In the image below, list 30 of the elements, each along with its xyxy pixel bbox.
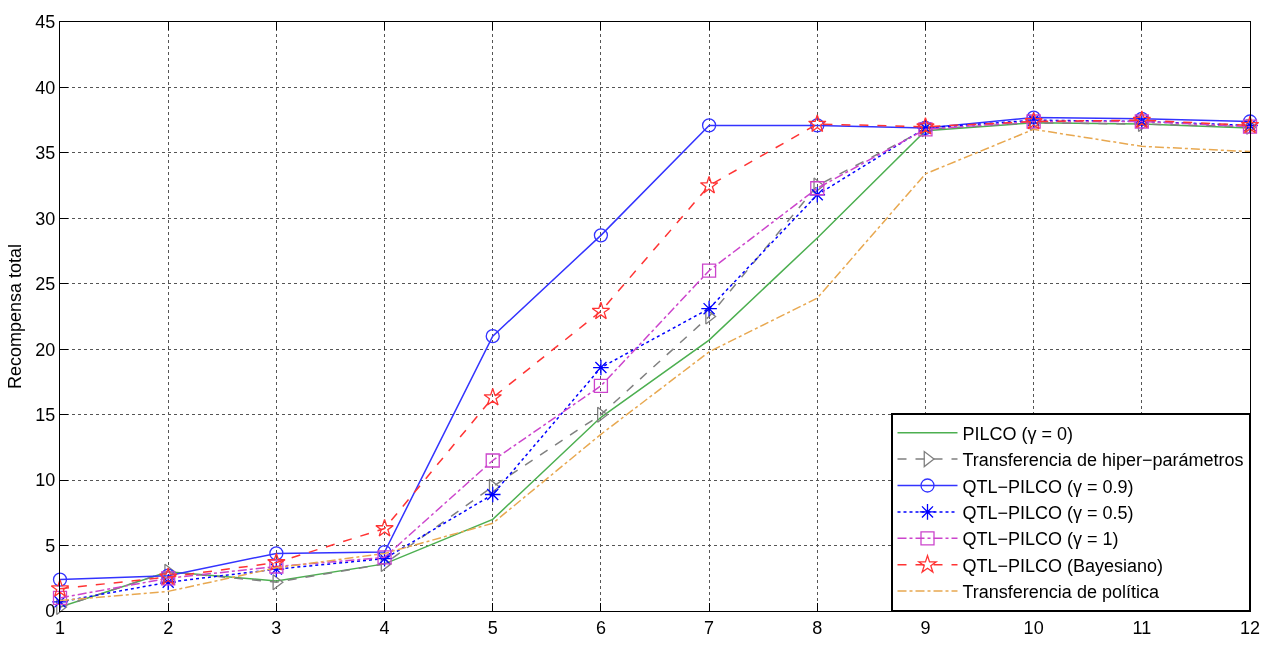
y-tick-label: 40 [35,77,56,98]
y-tick-label: 15 [35,404,56,425]
y-tick-label: 0 [45,601,56,622]
x-tick-label: 10 [1023,617,1044,638]
x-tick-label: 1 [54,617,66,638]
x-tick-label: 12 [1239,617,1261,638]
legend-label: PILCO (γ = 0) [962,423,1074,444]
legend-label: QTL−PILCO (γ = 0.5) [962,502,1134,523]
x-tick-label: 6 [595,617,606,638]
x-tick-label: 7 [704,617,715,638]
y-tick-label: 10 [35,470,56,491]
legend-label: Transferencia de hiper−parámetros [962,450,1244,471]
y-tick-label: 45 [35,12,56,33]
legend-label: Transferencia de política [962,582,1160,603]
x-tick-label: 5 [487,617,498,638]
y-tick-label: 20 [35,339,56,360]
legend-label: QTL−PILCO (γ = 0.9) [962,476,1134,497]
y-axis-title: Recompensa total [5,243,26,390]
y-tick-label: 35 [35,143,56,164]
x-tick-label: 8 [812,617,823,638]
x-tick-label: 3 [271,617,282,638]
y-tick-label: 5 [45,535,56,556]
x-tick-label: 9 [920,617,931,638]
x-tick-label: 4 [379,617,390,638]
legend-label: QTL−PILCO (Bayesiano) [962,555,1164,576]
legend-label: QTL−PILCO (γ = 1) [962,529,1119,550]
y-tick-label: 25 [35,274,56,295]
x-tick-label: 2 [163,617,174,638]
x-tick-label: 11 [1132,617,1152,638]
y-tick-label: 30 [35,208,56,229]
